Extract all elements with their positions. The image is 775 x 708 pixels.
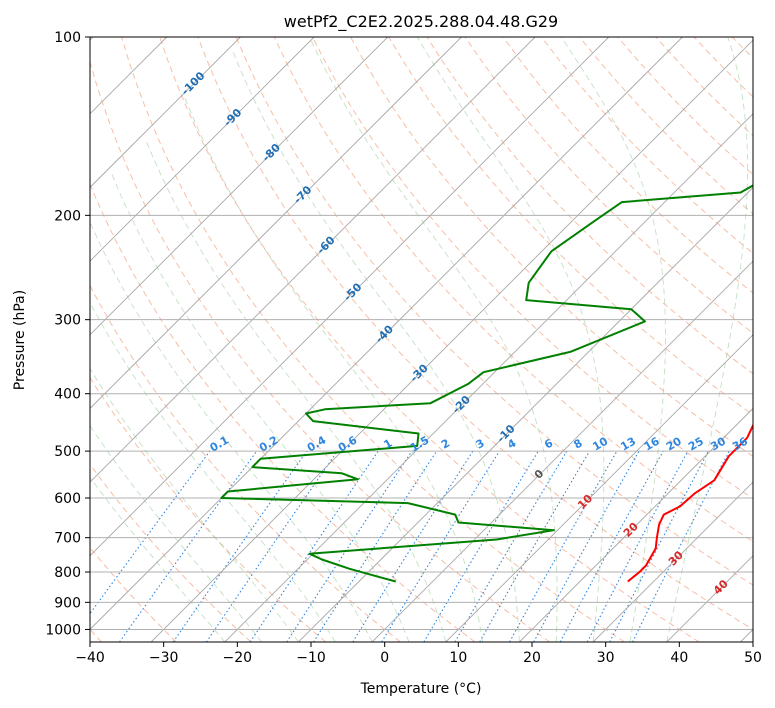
dry-adiabat — [235, 37, 753, 586]
mixing-ratio-line — [249, 450, 379, 642]
x-tick-label: 10 — [449, 650, 467, 666]
y-tick-label: 900 — [54, 595, 81, 611]
moist-adiabat — [111, 173, 410, 642]
x-tick-label: −20 — [223, 650, 253, 666]
moist-adiabat — [308, 37, 558, 642]
moist-adiabat — [560, 37, 666, 642]
isotherm-line — [90, 37, 610, 557]
x-tick-label: 0 — [380, 650, 389, 666]
mixing-ratio-line — [119, 450, 258, 642]
isotherm-line — [150, 39, 753, 642]
isotherm-line — [519, 407, 753, 642]
isotherm-line — [90, 37, 315, 262]
mixing-ratio-line — [559, 450, 664, 642]
y-axis-title: Pressure (hPa) — [12, 290, 28, 390]
mixing-ratio-lines — [90, 450, 730, 642]
isotherms — [90, 37, 753, 642]
moist-adiabat — [90, 221, 373, 642]
mixing-ratio-line — [205, 450, 338, 642]
moist-adiabat — [417, 37, 605, 642]
dry-adiabat — [197, 37, 753, 630]
chart-title: wetPf2_C2E2.2025.288.04.48.G29 — [284, 12, 558, 32]
y-tick-label: 500 — [54, 444, 81, 460]
isotherm-line — [90, 37, 389, 336]
x-axis-title: Temperature (°C) — [360, 681, 482, 697]
mixing-ratio-line — [632, 450, 730, 642]
mixing-ratio-line — [313, 450, 438, 642]
dry-adiabat — [311, 37, 753, 500]
dry-adiabats — [90, 37, 753, 642]
y-tick-label: 800 — [54, 565, 81, 581]
isotherm-line — [592, 481, 753, 642]
x-axis-ticks: −40 −30 −20 −10 0 10 20 30 40 50 — [75, 642, 762, 666]
x-tick-label: 20 — [523, 650, 541, 666]
isotherm-line — [90, 37, 536, 483]
mixing-ratio-line — [352, 450, 474, 642]
dry-adiabat — [502, 37, 753, 294]
moist-adiabat — [182, 94, 484, 642]
x-tick-label: 50 — [744, 650, 762, 666]
x-tick-label: −10 — [296, 650, 326, 666]
isotherm-line — [90, 37, 462, 410]
isotherm-line — [445, 334, 753, 642]
dry-adiabat — [90, 376, 327, 642]
moist-adiabat — [231, 49, 520, 642]
moist-adiabat — [666, 37, 749, 642]
x-tick-label: 40 — [670, 650, 688, 666]
y-tick-label: 400 — [54, 387, 81, 403]
dry-adiabat — [159, 37, 700, 642]
dry-adiabat — [90, 463, 252, 642]
dewpoint-profile-line — [220, 184, 753, 583]
y-axis-ticks: 100 200 300 400 500 600 700 800 900 1000 — [45, 30, 90, 638]
isotherm-line — [90, 37, 241, 189]
plot-frame — [89, 36, 754, 643]
y-tick-label: 600 — [54, 491, 81, 507]
x-tick-label: −30 — [149, 650, 179, 666]
isotherm-line — [224, 113, 753, 642]
y-tick-label: 100 — [54, 30, 81, 46]
mixing-ratio-line — [533, 450, 640, 642]
sounding-profiles — [220, 184, 753, 583]
x-tick-label: −40 — [75, 650, 105, 666]
x-tick-label: 30 — [597, 650, 615, 666]
mixing-ratio-line — [381, 450, 500, 642]
y-tick-label: 700 — [54, 531, 81, 547]
moist-adiabat — [90, 476, 226, 642]
mixing-ratio-line — [509, 450, 618, 642]
temperature-profile-line — [627, 400, 753, 583]
y-tick-label: 300 — [54, 313, 81, 329]
dry-adiabat — [273, 37, 753, 543]
dry-adiabat — [121, 37, 625, 642]
mixing-ratio-line — [90, 450, 211, 615]
mixing-ratio-line — [172, 450, 308, 642]
moist-adiabat — [90, 367, 299, 642]
y-tick-label: 200 — [54, 208, 81, 224]
y-tick-label: 1000 — [45, 622, 81, 638]
dry-adiabat — [90, 60, 551, 642]
isotherm-line — [90, 37, 683, 631]
